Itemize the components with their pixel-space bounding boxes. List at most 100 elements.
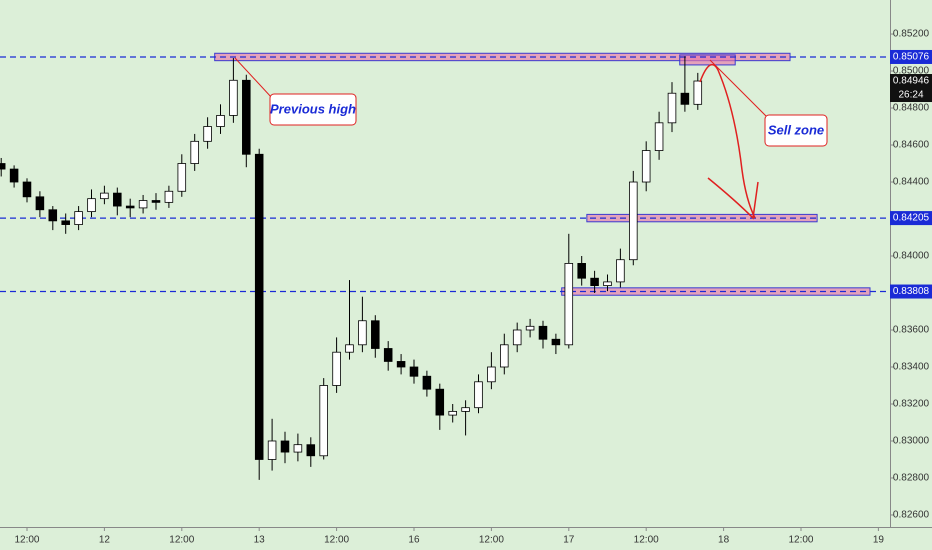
countdown-label: 26:24 bbox=[898, 90, 923, 101]
x-tick-label: 18 bbox=[718, 535, 730, 546]
candle-body bbox=[87, 198, 96, 213]
y-tick-label: 0.84800 bbox=[893, 103, 930, 114]
candle-body bbox=[525, 325, 535, 331]
y-tick-label: 0.85200 bbox=[893, 29, 930, 40]
candle-body bbox=[35, 196, 45, 211]
candle-body bbox=[422, 375, 432, 390]
y-tick-label: 0.84600 bbox=[893, 140, 930, 151]
candle-body bbox=[603, 281, 612, 287]
x-tick-label: 12 bbox=[99, 535, 111, 546]
candle-body bbox=[100, 192, 109, 200]
callout-box bbox=[764, 114, 828, 147]
candle-body bbox=[125, 205, 135, 209]
candle-body bbox=[693, 80, 703, 105]
candle-body bbox=[500, 344, 509, 368]
level-label-bg bbox=[890, 211, 932, 226]
candle-body bbox=[487, 366, 496, 383]
level-label: 0.83808 bbox=[893, 286, 930, 297]
candle-body bbox=[512, 329, 522, 346]
x-tick-label: 12:00 bbox=[324, 535, 349, 546]
candle-body bbox=[319, 385, 328, 457]
candle-body bbox=[9, 168, 19, 183]
candle-body bbox=[383, 348, 393, 362]
candle-body bbox=[461, 407, 470, 412]
candle-body bbox=[74, 211, 83, 225]
candle-body bbox=[590, 277, 599, 287]
y-tick-label: 0.82600 bbox=[893, 510, 930, 521]
candle-body bbox=[306, 444, 316, 457]
candle-body bbox=[22, 181, 32, 198]
candle-body bbox=[242, 79, 251, 155]
candle-body bbox=[267, 440, 277, 460]
candle-body bbox=[113, 192, 122, 207]
candle-body bbox=[203, 126, 212, 142]
candle-body bbox=[48, 209, 58, 222]
candle-body bbox=[332, 351, 341, 386]
y-tick-label: 0.83400 bbox=[893, 362, 930, 373]
candle-body bbox=[293, 444, 303, 453]
level-label: 0.84205 bbox=[893, 213, 930, 224]
candle-body bbox=[564, 263, 574, 346]
candle-body bbox=[280, 440, 290, 453]
x-tick-label: 16 bbox=[408, 535, 420, 546]
candle-body bbox=[616, 259, 625, 283]
current-price-bg bbox=[890, 74, 932, 103]
candle-body bbox=[435, 388, 445, 416]
candle-body bbox=[229, 79, 238, 116]
y-tick-label: 0.82800 bbox=[893, 473, 930, 484]
candle-body bbox=[371, 320, 380, 349]
y-tick-label: 0.83200 bbox=[893, 399, 930, 410]
candle-body bbox=[667, 92, 677, 124]
x-tick-label: 17 bbox=[563, 535, 575, 546]
level-label-bg bbox=[890, 49, 932, 64]
x-tick-label: 12:00 bbox=[169, 535, 194, 546]
candle-body bbox=[254, 153, 264, 460]
candle-body bbox=[164, 190, 174, 203]
candle-body bbox=[448, 410, 457, 416]
candle-body bbox=[396, 361, 406, 368]
candle-body bbox=[680, 92, 690, 105]
level-label: 0.85076 bbox=[893, 52, 930, 63]
callout-pointer bbox=[234, 57, 273, 99]
y-tick-label: 0.84000 bbox=[893, 251, 930, 262]
candle-body bbox=[409, 366, 419, 377]
x-tick-label: 19 bbox=[873, 535, 885, 546]
current-price-label: 0.84946 bbox=[893, 76, 930, 87]
callout-box bbox=[269, 93, 357, 126]
candle-body bbox=[629, 181, 638, 261]
annotation-text: Sell zone bbox=[768, 122, 824, 137]
annotations: Previous high Sell zone bbox=[234, 57, 828, 220]
candle-body bbox=[654, 122, 664, 151]
candle-body bbox=[216, 115, 225, 127]
x-tick-label: 12:00 bbox=[788, 535, 813, 546]
y-tick-label: 0.83000 bbox=[893, 436, 930, 447]
candle-body bbox=[641, 150, 651, 183]
candle-body bbox=[474, 381, 483, 409]
arrow-head bbox=[707, 177, 759, 220]
y-tick-label: 0.84400 bbox=[893, 177, 930, 188]
x-tick-label: 13 bbox=[254, 535, 266, 546]
candle-body bbox=[551, 338, 561, 346]
axis-layer: 0.82600 0.82800 0.83000 0.83200 0.83400 0.836… bbox=[14, 29, 932, 546]
annotation-text: Previous high bbox=[270, 101, 356, 116]
x-tick-label: 12:00 bbox=[14, 535, 39, 546]
x-tick-label: 12:00 bbox=[479, 535, 504, 546]
candle-body bbox=[345, 344, 354, 353]
candle-body bbox=[577, 263, 586, 279]
candle-body bbox=[358, 320, 367, 346]
candle-body bbox=[138, 200, 148, 209]
callout-pointer bbox=[709, 59, 769, 119]
level-label-bg bbox=[890, 284, 932, 299]
candle-body bbox=[0, 163, 6, 170]
candle-body bbox=[151, 200, 161, 203]
plot-area bbox=[0, 52, 890, 480]
x-tick-label: 12:00 bbox=[634, 535, 659, 546]
drawn-arrow bbox=[699, 63, 756, 219]
y-tick-label: 0.85000 bbox=[893, 66, 930, 77]
candle-body bbox=[61, 220, 70, 225]
candle-body bbox=[538, 325, 548, 340]
y-tick-label: 0.83600 bbox=[893, 325, 930, 336]
